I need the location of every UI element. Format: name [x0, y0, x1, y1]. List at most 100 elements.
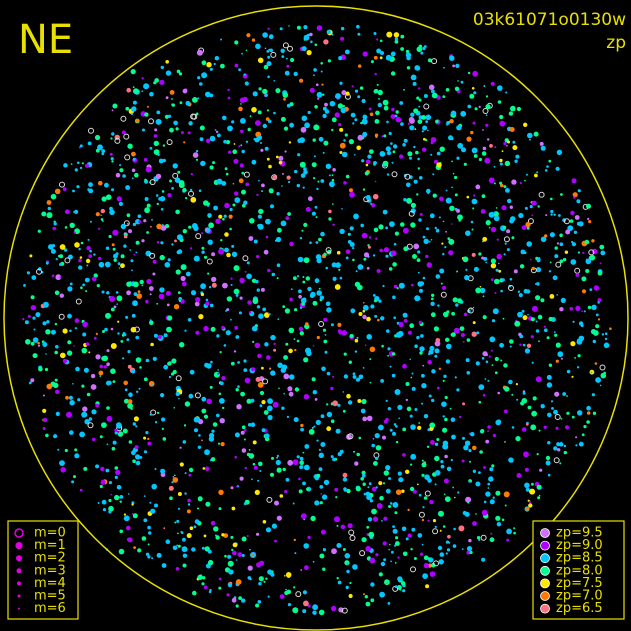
star — [520, 401, 525, 406]
star — [294, 387, 300, 392]
star — [368, 107, 372, 111]
star — [352, 122, 355, 125]
star — [533, 131, 539, 137]
zp-label: zp=7.5 — [556, 576, 603, 591]
star — [526, 173, 528, 176]
star — [193, 525, 197, 529]
star — [233, 158, 239, 164]
star — [231, 597, 237, 603]
star — [445, 552, 448, 555]
star — [345, 249, 351, 254]
star — [537, 314, 543, 320]
star — [296, 275, 300, 278]
star — [275, 88, 281, 94]
star — [221, 376, 226, 381]
star — [424, 490, 431, 497]
star — [604, 332, 608, 336]
star — [214, 129, 217, 131]
star — [99, 435, 103, 439]
star — [355, 377, 361, 382]
star — [517, 290, 521, 293]
star — [572, 192, 578, 198]
star — [493, 182, 496, 185]
star — [201, 408, 207, 414]
star — [325, 266, 329, 270]
star — [449, 119, 454, 124]
star — [240, 391, 246, 397]
star — [279, 594, 285, 599]
star — [240, 129, 244, 133]
star — [395, 440, 399, 444]
star — [508, 379, 513, 385]
star — [409, 486, 415, 492]
star — [131, 151, 136, 157]
star — [98, 180, 103, 186]
star — [267, 27, 270, 30]
star — [261, 183, 265, 188]
star — [174, 521, 177, 524]
star — [300, 297, 307, 304]
star — [434, 483, 437, 486]
star — [419, 213, 423, 216]
star — [430, 137, 437, 143]
star — [421, 459, 424, 462]
star — [87, 422, 94, 429]
star — [60, 467, 66, 473]
star — [362, 137, 365, 140]
star — [320, 442, 326, 447]
star — [186, 509, 191, 514]
star — [237, 552, 243, 557]
star — [286, 64, 290, 68]
star — [223, 214, 227, 218]
star — [276, 263, 281, 268]
star — [284, 150, 287, 153]
star — [420, 552, 424, 556]
star — [318, 321, 325, 327]
star — [357, 134, 364, 141]
star — [382, 482, 386, 485]
star — [456, 270, 459, 273]
star — [288, 180, 291, 184]
star — [451, 434, 456, 440]
star — [111, 243, 115, 247]
star — [98, 227, 101, 230]
star — [436, 151, 441, 156]
star — [536, 282, 540, 286]
star — [231, 548, 234, 552]
star — [267, 268, 271, 273]
star — [560, 193, 563, 196]
star — [149, 413, 153, 416]
star — [139, 279, 144, 285]
star — [30, 305, 37, 311]
star — [192, 152, 199, 158]
star — [216, 178, 223, 185]
star — [546, 374, 552, 380]
star — [318, 467, 323, 471]
star — [522, 391, 526, 395]
star — [324, 350, 328, 354]
star — [201, 439, 203, 442]
star — [488, 355, 491, 358]
star — [184, 472, 187, 475]
star — [348, 529, 355, 536]
star — [237, 385, 240, 388]
star — [289, 297, 293, 302]
star — [162, 437, 167, 441]
star — [66, 411, 72, 418]
star — [236, 404, 242, 410]
star — [257, 479, 260, 482]
star — [405, 398, 408, 402]
magnitude-label: m=1 — [34, 538, 66, 553]
star — [146, 105, 149, 108]
star — [145, 431, 149, 435]
star — [394, 231, 399, 236]
star — [99, 364, 104, 369]
star — [507, 140, 510, 144]
star — [229, 207, 233, 212]
star — [421, 373, 425, 378]
star — [74, 242, 80, 248]
star — [322, 548, 326, 552]
star — [197, 97, 200, 100]
star — [501, 278, 505, 282]
star — [228, 150, 232, 154]
